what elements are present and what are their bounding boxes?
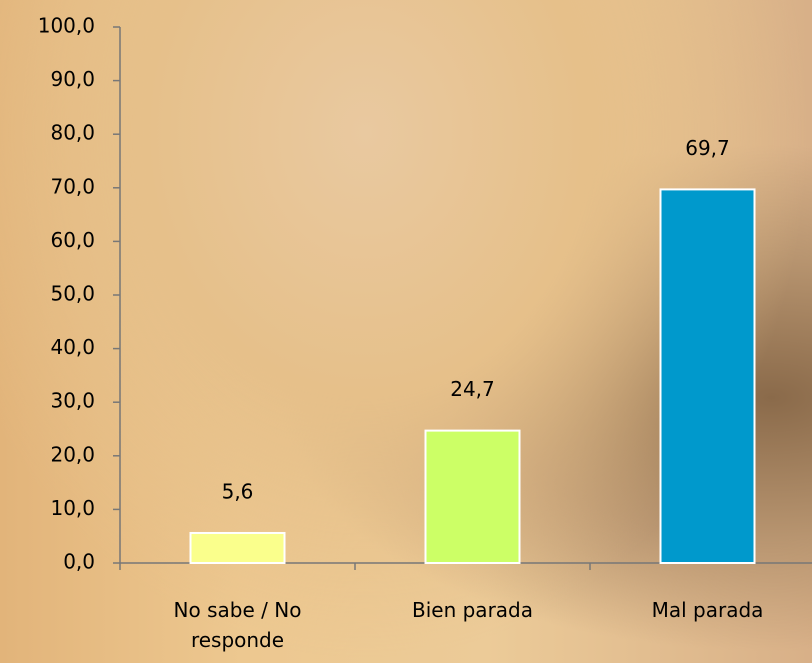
chart: 0,0 10,0 20,0 30,0 40,0 50,0 60,0 70,0 80,0 90,0 1… <box>0 0 812 663</box>
y-tick-label: 40,0 <box>50 335 95 359</box>
y-tick-label: 60,0 <box>50 228 95 252</box>
x-tick-label: Mal parada <box>598 595 812 625</box>
bar <box>661 189 755 563</box>
bar <box>191 533 285 563</box>
data-label: 69,7 <box>685 136 730 160</box>
bar <box>426 431 520 563</box>
y-tick-label: 80,0 <box>50 121 95 145</box>
data-label: 24,7 <box>450 377 495 401</box>
y-tick-label: 20,0 <box>50 442 95 466</box>
x-tick-label: Bien parada <box>363 595 583 625</box>
y-tick-label: 10,0 <box>50 496 95 520</box>
data-label: 5,6 <box>222 479 254 503</box>
y-tick-label: 30,0 <box>50 389 95 413</box>
y-tick-label: 0,0 <box>63 550 95 574</box>
y-tick-label: 90,0 <box>50 67 95 91</box>
y-tick-label: 50,0 <box>50 282 95 306</box>
y-tick-label: 70,0 <box>50 174 95 198</box>
page: 0,0 10,0 20,0 30,0 40,0 50,0 60,0 70,0 80,0 90,0 1… <box>0 0 812 663</box>
x-tick-label: No sabe / No responde <box>128 595 348 655</box>
y-tick-label: 100,0 <box>38 14 95 38</box>
